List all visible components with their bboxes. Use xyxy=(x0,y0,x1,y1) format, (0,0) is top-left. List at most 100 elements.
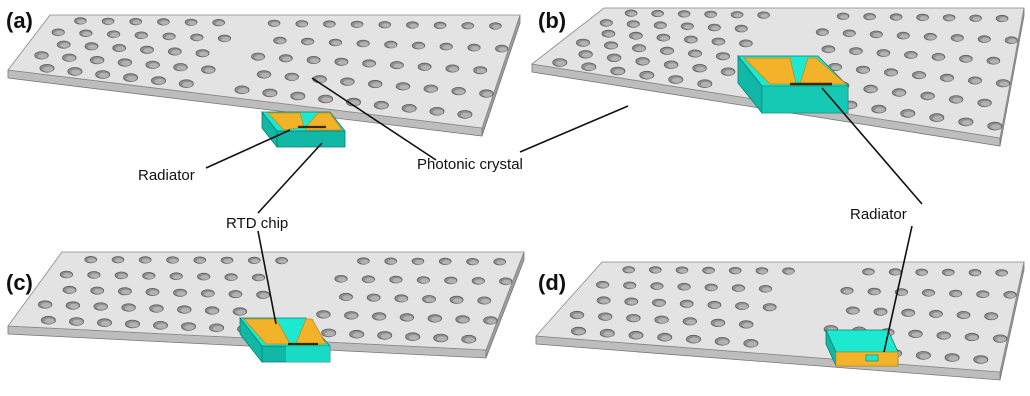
air-hole-highlight xyxy=(176,65,187,71)
leader-photonic-b xyxy=(519,105,629,153)
air-hole-highlight xyxy=(940,333,950,339)
air-hole-highlight xyxy=(387,259,397,265)
air-hole-highlight xyxy=(555,60,567,67)
air-hole-highlight xyxy=(152,306,163,312)
leader-layer xyxy=(205,77,923,353)
air-hole-highlight xyxy=(458,317,469,323)
air-hole-highlight xyxy=(846,31,855,37)
air-hole-highlight xyxy=(911,332,922,338)
air-hole-highlight xyxy=(165,34,175,40)
air-hole-highlight xyxy=(409,23,418,29)
air-hole-highlight xyxy=(999,81,1009,87)
air-hole-highlight xyxy=(852,49,862,55)
air-hole-highlight xyxy=(831,65,841,71)
air-hole-highlight xyxy=(88,44,98,50)
air-hole-highlight xyxy=(381,23,391,28)
air-hole-highlight xyxy=(642,73,654,79)
air-hole-highlight xyxy=(758,269,768,274)
air-hole-highlight xyxy=(442,260,451,265)
air-hole-highlight xyxy=(321,97,332,103)
air-hole-highlight xyxy=(149,63,159,69)
air-hole-highlight xyxy=(208,308,219,314)
air-hole-highlight xyxy=(925,291,935,297)
air-hole-highlight xyxy=(128,322,139,328)
air-hole-highlight xyxy=(319,312,330,318)
air-hole-highlight xyxy=(414,260,424,265)
rtd-chip-label: RTD chip xyxy=(226,215,288,232)
photonic-crystal-slab-d xyxy=(535,261,1025,381)
air-hole-highlight xyxy=(962,57,972,63)
air-hole-highlight xyxy=(260,72,271,78)
air-hole-highlight xyxy=(895,90,906,96)
air-hole-highlight xyxy=(945,271,954,276)
air-hole-highlight xyxy=(999,17,1008,22)
air-hole-highlight xyxy=(425,297,435,303)
air-hole-highlight xyxy=(337,60,348,66)
air-hole-highlight xyxy=(498,47,508,52)
air-hole-highlight xyxy=(655,301,665,307)
air-hole-highlight xyxy=(979,292,989,298)
air-hole-highlight xyxy=(603,21,612,27)
air-hole-highlight xyxy=(142,258,151,263)
air-hole-highlight xyxy=(442,45,452,50)
air-hole-highlight xyxy=(990,59,1000,64)
air-hole-highlight xyxy=(915,73,925,79)
air-hole-highlight xyxy=(145,274,155,280)
air-hole-highlight xyxy=(849,308,859,314)
air-hole-highlight xyxy=(599,283,609,288)
air-hole-highlight xyxy=(742,41,752,47)
air-hole-highlight xyxy=(732,269,741,274)
air-hole-highlight xyxy=(461,112,472,119)
air-hole-highlight xyxy=(932,312,942,318)
air-hole-highlight xyxy=(584,65,596,71)
air-hole-highlight xyxy=(573,313,584,319)
air-hole-highlight xyxy=(66,288,76,294)
air-hole-highlight xyxy=(671,77,683,84)
air-hole-highlight xyxy=(998,271,1008,276)
air-hole-highlight xyxy=(266,91,277,97)
air-hole-highlight xyxy=(904,311,915,317)
air-hole-highlight xyxy=(453,298,463,304)
air-hole-highlight xyxy=(919,353,930,359)
air-hole-highlight xyxy=(238,88,249,94)
radiator-label-d: Radiator xyxy=(850,206,907,223)
air-hole-highlight xyxy=(981,37,990,43)
air-hole-highlight xyxy=(502,279,512,285)
air-hole-highlight xyxy=(943,76,953,82)
air-hole-highlight xyxy=(436,336,448,342)
air-hole-highlight xyxy=(785,269,794,275)
air-hole-highlight xyxy=(114,258,124,263)
air-hole-highlight xyxy=(60,43,70,48)
air-hole-highlight xyxy=(126,75,137,82)
rtd-chip-a xyxy=(261,110,346,149)
air-hole-highlight xyxy=(954,36,963,42)
air-hole-highlight xyxy=(393,63,403,69)
air-hole-highlight xyxy=(903,111,915,118)
air-hole-highlight xyxy=(581,52,592,58)
air-hole-highlight xyxy=(365,61,375,67)
air-hole-highlight xyxy=(638,59,649,65)
radiator-d-gap xyxy=(865,354,879,362)
air-hole-highlight xyxy=(255,276,265,281)
air-hole-highlight xyxy=(377,103,388,109)
air-hole-highlight xyxy=(149,290,159,296)
air-hole-highlight xyxy=(282,56,292,62)
air-hole-highlight xyxy=(98,72,109,79)
air-hole-highlight xyxy=(347,313,358,319)
air-hole-highlight xyxy=(121,289,131,295)
air-hole-highlight xyxy=(715,40,725,45)
air-hole-highlight xyxy=(678,268,688,274)
air-hole-highlight xyxy=(132,20,142,25)
air-hole-highlight xyxy=(298,22,308,27)
air-hole-highlight xyxy=(711,26,720,31)
air-hole-highlight xyxy=(652,268,661,273)
air-hole-highlight xyxy=(259,293,269,299)
air-hole-highlight xyxy=(380,333,391,339)
air-hole-highlight xyxy=(660,36,670,41)
air-hole-highlight xyxy=(354,23,363,28)
air-hole-highlight xyxy=(365,277,375,283)
air-hole-highlight xyxy=(421,65,431,71)
air-hole-highlight xyxy=(630,22,639,28)
air-hole-highlight xyxy=(687,38,697,43)
air-hole-highlight xyxy=(171,49,181,55)
